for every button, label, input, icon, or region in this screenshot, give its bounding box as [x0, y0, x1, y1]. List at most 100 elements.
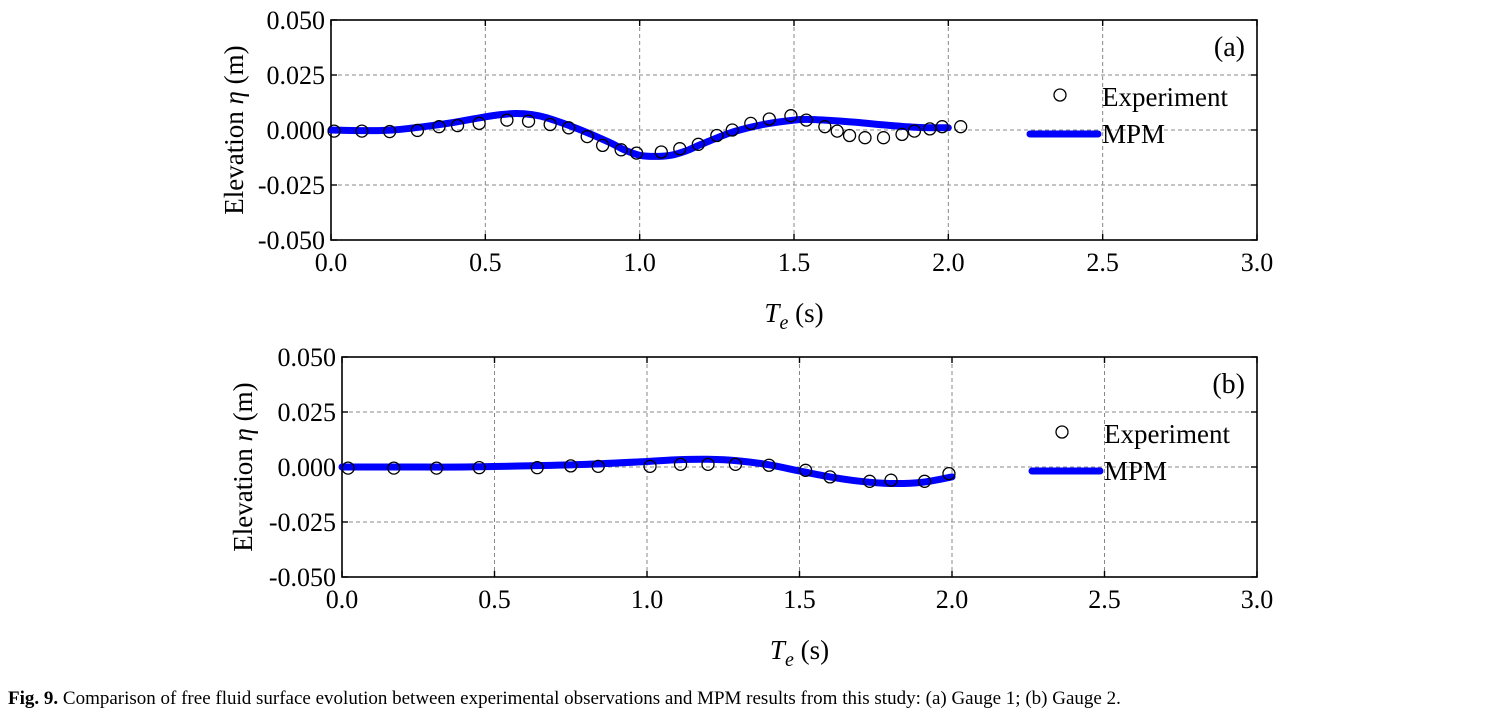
panel-b-experiment-point — [530, 461, 544, 475]
panel-b-y-tick-label: 0.000 — [278, 453, 337, 482]
panel-a-experiment-point — [614, 143, 628, 157]
panel-a-experiment-point — [858, 131, 872, 145]
panel-a-experiment-point — [562, 121, 576, 135]
panel-b-y-axis-label-unit: (m) — [228, 382, 258, 428]
panel-a-legend-mpm-label: MPM — [1102, 119, 1165, 149]
panel-a: 0.0 0.5 1.0 1.5 2.0 2.5 3.0 0.050 0.025 0.000 -0.0… — [219, 6, 1273, 334]
panel-b-y-tick-label: 0.050 — [278, 343, 337, 372]
panel-a-y-axis-label-prefix: Elevation — [219, 104, 249, 214]
panel-b-experiment-point — [564, 459, 578, 473]
panel-a-experiment-point — [543, 117, 557, 132]
panel-b-experiment-point — [387, 461, 401, 475]
panel-a-legend-experiment-label: Experiment — [1102, 82, 1228, 112]
panel-b-experiment-point — [728, 457, 743, 472]
panel-b-y-tick-label: -0.025 — [269, 508, 336, 537]
panel-b-x-tick-label: 1.5 — [783, 585, 816, 614]
panel-b-experiment-point — [472, 461, 486, 475]
panel-a-x-tick-label: 0.5 — [469, 248, 502, 277]
panel-a-experiment-point — [500, 113, 514, 127]
panel-b-experiment-point — [762, 458, 776, 472]
panel-a-x-axis-label: Te (s) — [764, 298, 823, 334]
panel-a-experiment-point — [818, 120, 832, 134]
panel-a-experiment-point — [595, 138, 610, 153]
panel-a-y-axis-label-unit: (m) — [219, 45, 249, 91]
panel-a-y-tick-label: -0.050 — [258, 226, 325, 255]
panel-a-panel-label: (a) — [1214, 32, 1245, 63]
panel-a-mpm-line — [327, 110, 952, 160]
panel-a-experiment-point — [327, 124, 341, 138]
panel-a-y-tick-label: 0.000 — [267, 116, 326, 145]
panel-b-experiment-point — [798, 463, 813, 477]
panel-b-experiment-point — [942, 466, 956, 481]
panel-a-experiment-point — [784, 109, 798, 123]
panel-a-experiment-point — [472, 116, 486, 131]
panel-b-legend-experiment-label: Experiment — [1104, 419, 1230, 449]
panel-a-experiment-point — [895, 127, 909, 142]
panel-b-experiment-point — [917, 474, 932, 488]
panel-a-experiment-point — [629, 146, 644, 160]
panel-b-x-axis-label-symbol: T — [770, 635, 787, 665]
panel-b: 0.0 0.5 1.0 1.5 2.0 2.5 3.0 0.050 0.025 0.000 -0.0… — [228, 343, 1273, 671]
panel-b-legend-experiment-marker — [1055, 425, 1069, 439]
panel-a-x-axis-label-sub: e — [779, 312, 788, 334]
panel-b-x-tick-label: 3.0 — [1241, 585, 1274, 614]
panel-b-x-axis-label-sub: e — [785, 649, 794, 671]
panel-b-y-axis-label-symbol: η — [228, 428, 258, 441]
panel-a-legend-experiment-marker — [1053, 88, 1067, 102]
panel-b-experiment-point — [673, 457, 688, 472]
panel-b-experiment-point — [863, 474, 877, 488]
panel-a-experiment-point — [521, 114, 536, 128]
panel-a-y-axis-label: Elevation η (m) — [219, 45, 249, 214]
panel-a-x-axis-label-symbol: T — [764, 298, 781, 328]
panel-a-experiment-point — [830, 124, 844, 138]
panel-b-legend-mpm-label: MPM — [1104, 456, 1167, 486]
panel-a-experiment-point — [432, 120, 446, 134]
panel-a-x-tick-label: 2.0 — [932, 248, 965, 277]
panel-a-experiment-point — [907, 124, 922, 138]
panel-a-experiment-point — [923, 122, 937, 136]
panel-a-experiment-point — [450, 118, 465, 133]
panel-b-x-tick-label: 0.5 — [478, 585, 511, 614]
panel-b-panel-label: (b) — [1212, 369, 1245, 400]
panel-a-experiment-point — [799, 113, 813, 127]
caption-text: Comparison of free fluid surface evoluti… — [58, 688, 1121, 709]
panel-b-x-tick-label: 2.0 — [936, 585, 969, 614]
panel-b-experiment-point — [884, 473, 898, 487]
panel-b-y-axis-label-prefix: Elevation — [228, 441, 258, 551]
panel-a-y-tick-label: 0.050 — [267, 6, 326, 35]
panel-a-x-axis-label-unit: (s) — [788, 298, 823, 328]
panel-a-legend: Experiment MPM — [1026, 82, 1228, 149]
panel-b-x-tick-label: 2.5 — [1088, 585, 1121, 614]
panel-a-experiment-point — [876, 131, 891, 145]
panel-a-experiment-point — [654, 145, 668, 159]
panel-b-experiment-point — [429, 461, 444, 475]
figure: 0.0 0.5 1.0 1.5 2.0 2.5 3.0 0.050 0.025 0.000 -0.0… — [219, 6, 1273, 671]
panel-a-experiment-point — [410, 123, 425, 138]
panel-a-experiment-point — [935, 120, 949, 134]
panel-a-x-tick-label: 1.0 — [623, 248, 656, 277]
panel-a-experiment-point — [691, 137, 705, 151]
panel-b-x-tick-label: 0.0 — [326, 585, 359, 614]
panel-b-y-tick-label: -0.050 — [269, 563, 336, 592]
panel-b-experiment-point — [701, 457, 715, 472]
panel-a-experiment-point — [382, 124, 397, 139]
panel-b-experiment-point — [823, 470, 837, 484]
panel-b-experiment-point — [341, 461, 355, 475]
panel-a-experiment-point — [954, 120, 968, 134]
panel-b-x-axis-label-unit: (s) — [794, 635, 829, 665]
panel-a-experiment-point — [673, 142, 687, 156]
panel-a-x-tick-label: 0.0 — [315, 248, 348, 277]
panel-a-y-tick-label: 0.025 — [267, 61, 326, 90]
panel-b-experiment-point — [591, 459, 605, 473]
panel-a-experiment-point — [725, 123, 739, 137]
panel-a-experiment-point — [744, 116, 758, 131]
panel-b-legend: Experiment MPM — [1028, 419, 1230, 486]
panel-a-experiment-point — [842, 128, 857, 143]
panel-a-y-axis-label-symbol: η — [219, 91, 249, 104]
panel-a-experiment-point — [355, 124, 369, 138]
panel-b-x-tick-label: 1.0 — [631, 585, 664, 614]
panel-a-experiment-point — [580, 129, 594, 144]
figure-caption: Fig. 9. Comparison of free fluid surface… — [8, 688, 1493, 710]
panel-b-x-axis-label: Te (s) — [770, 635, 829, 671]
panel-a-x-tick-label: 1.5 — [778, 248, 811, 277]
